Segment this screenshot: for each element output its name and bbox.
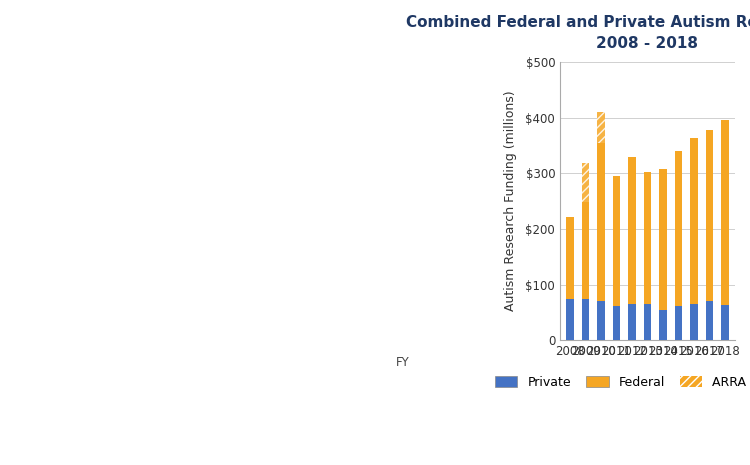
Text: FY: FY xyxy=(396,356,410,369)
Bar xyxy=(613,176,620,306)
Bar xyxy=(721,305,729,340)
Bar xyxy=(674,151,682,306)
Bar xyxy=(582,163,590,202)
Bar xyxy=(628,304,636,340)
Bar xyxy=(628,157,636,304)
Bar xyxy=(690,138,698,304)
Bar xyxy=(659,310,667,340)
Bar xyxy=(566,299,574,340)
Bar xyxy=(582,299,590,340)
Bar xyxy=(597,112,605,143)
Bar xyxy=(706,301,713,340)
Bar xyxy=(597,143,605,301)
Bar xyxy=(582,163,590,202)
Bar xyxy=(721,120,729,305)
Title: Combined Federal and Private Autism Research Funding
2008 - 2018: Combined Federal and Private Autism Rese… xyxy=(406,15,750,51)
Bar xyxy=(613,306,620,340)
Y-axis label: Autism Research Funding (millions): Autism Research Funding (millions) xyxy=(504,91,517,312)
Bar xyxy=(582,197,590,299)
Legend: Private, Federal, ARRA Funding: Private, Federal, ARRA Funding xyxy=(489,370,750,395)
Bar xyxy=(597,112,605,143)
Bar xyxy=(706,130,713,301)
Bar xyxy=(566,217,574,299)
Bar xyxy=(690,304,698,340)
Bar xyxy=(597,301,605,340)
Bar xyxy=(644,304,651,340)
Bar xyxy=(674,306,682,340)
Bar xyxy=(644,172,651,304)
Bar xyxy=(659,169,667,310)
